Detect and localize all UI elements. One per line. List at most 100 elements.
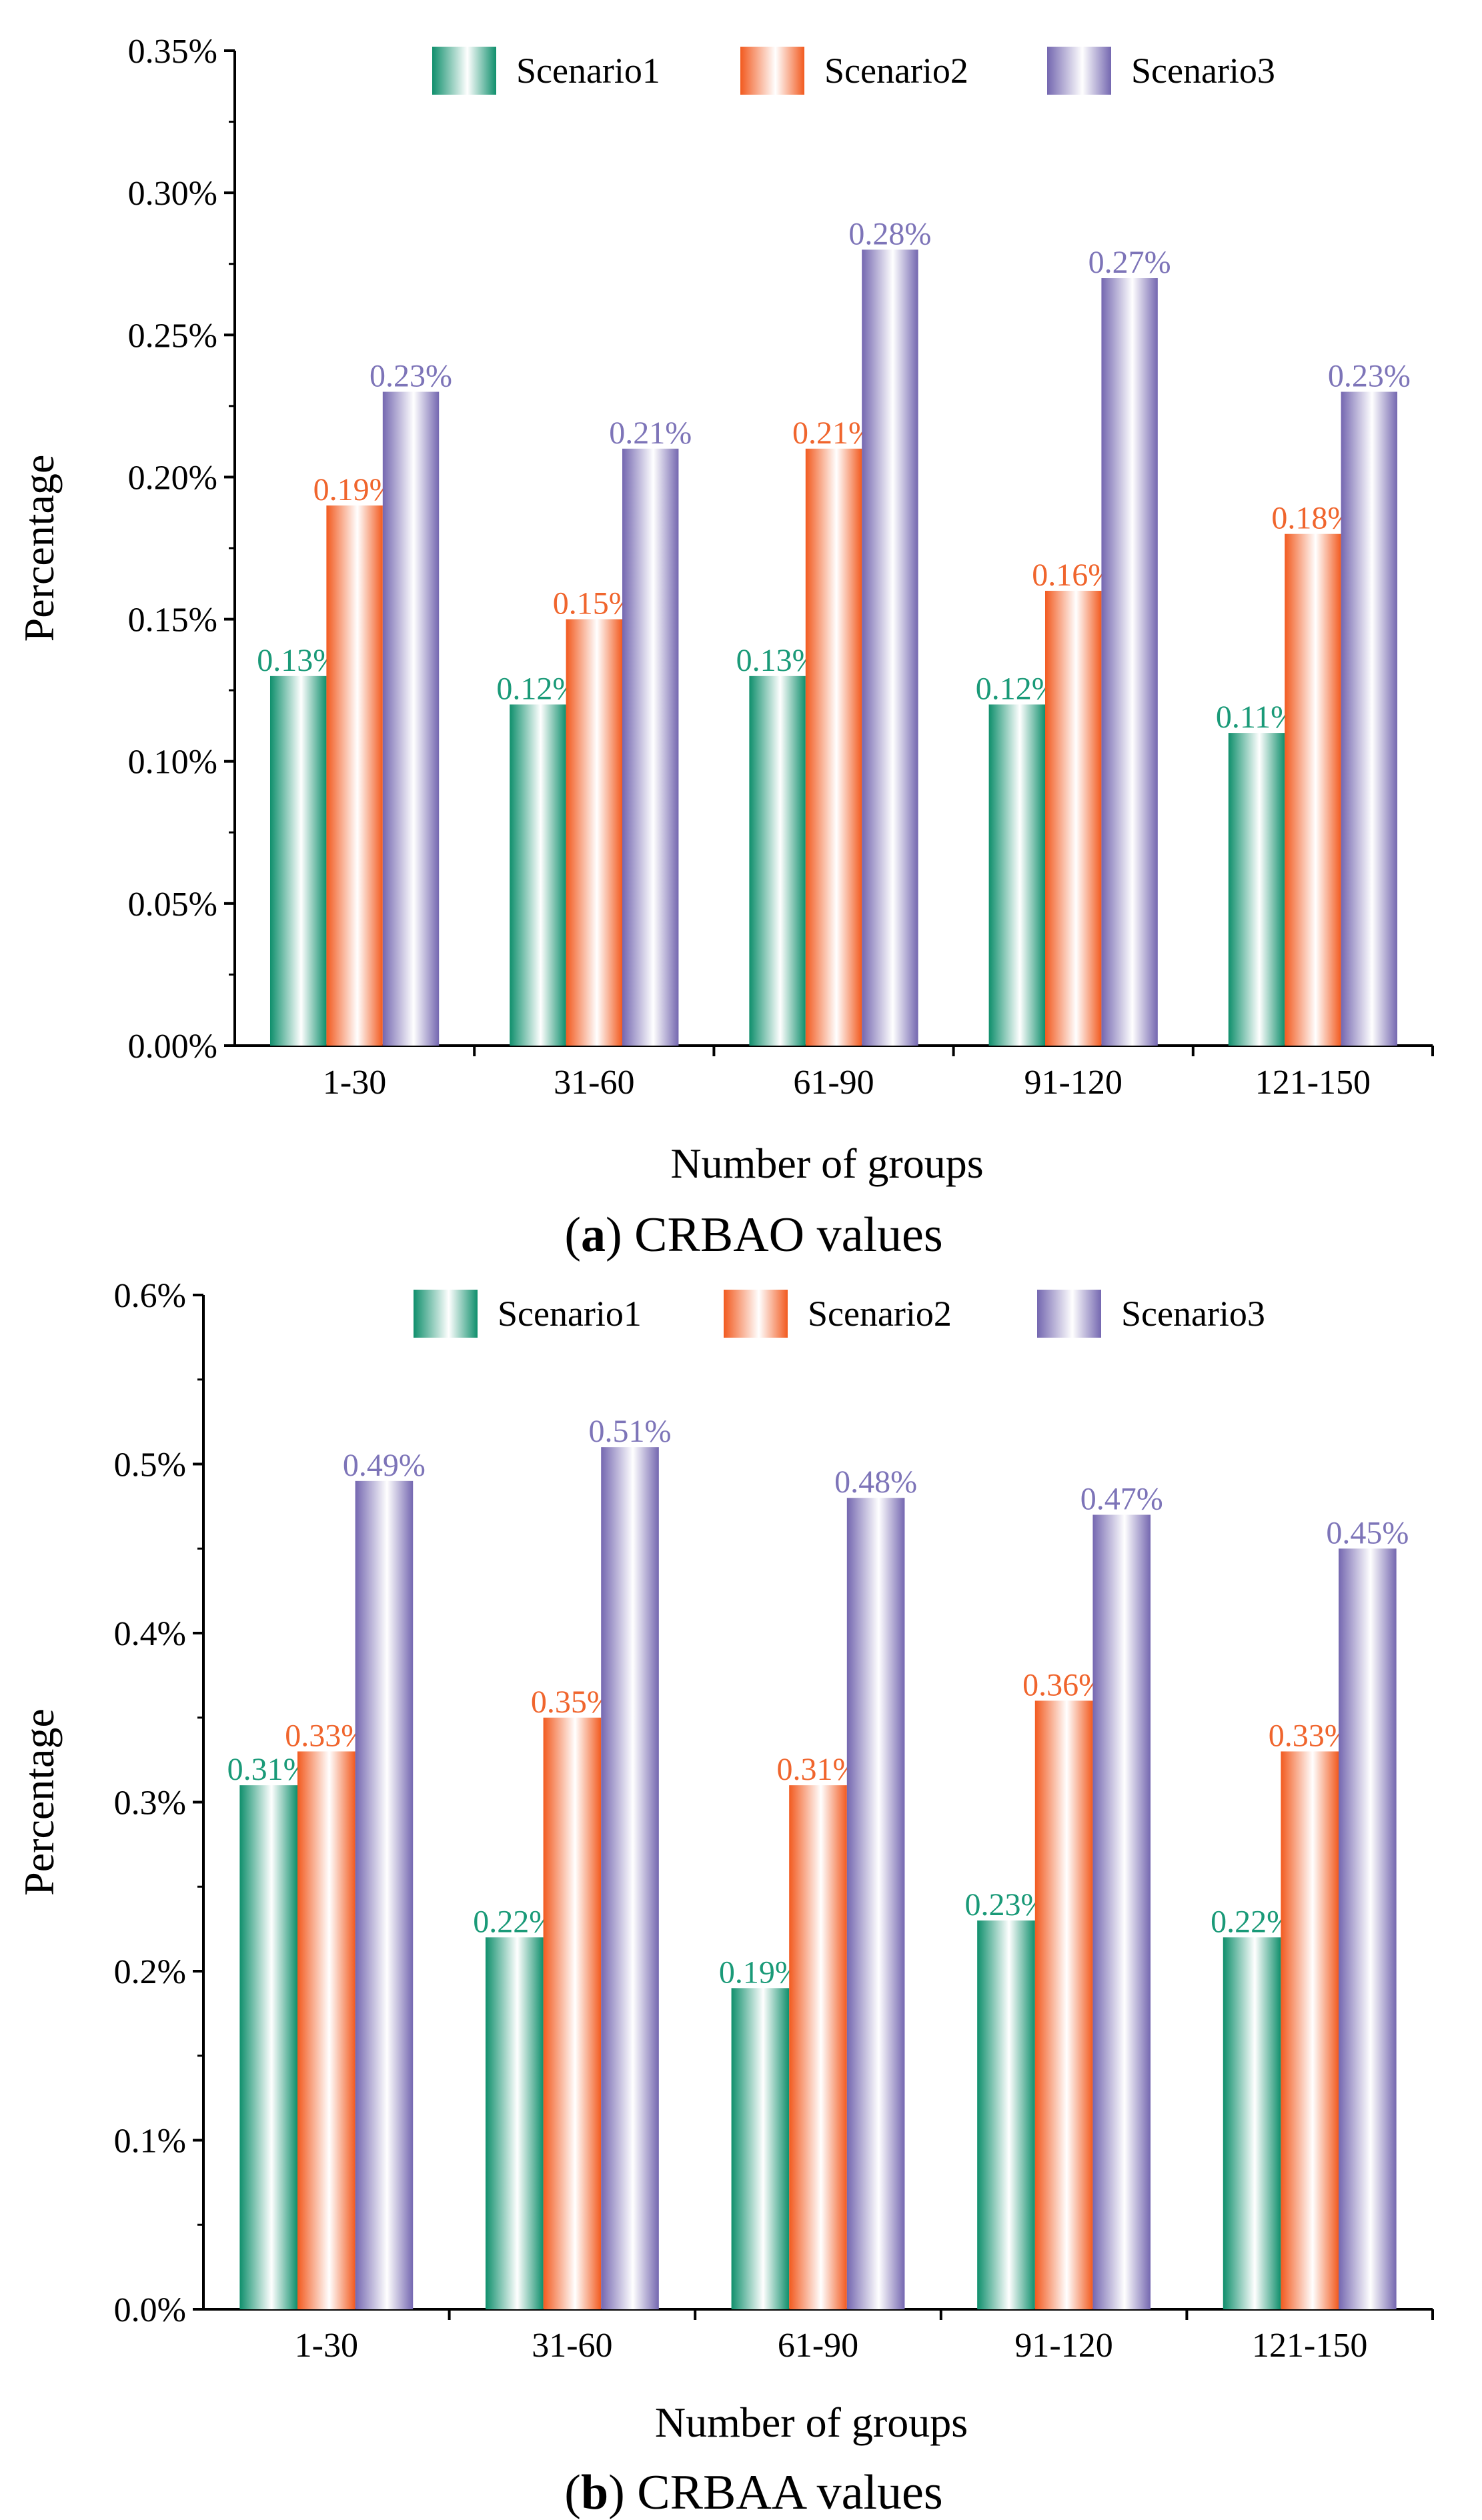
data-label: 0.19%: [719, 1955, 802, 1990]
data-label: 0.33%: [285, 1718, 367, 1753]
bar-scenario1-91-120: [988, 704, 1045, 1046]
y-tick-label: 0.20%: [128, 459, 217, 497]
bar-scenario2-31-60: [566, 619, 623, 1046]
bar-scenario1-121-150: [1228, 733, 1285, 1046]
x-tick-label: 91-120: [1024, 1064, 1123, 1102]
bar-scenario3-1-30: [382, 391, 440, 1046]
bar-scenario3-61-90: [862, 249, 918, 1046]
bar-scenario3-61-90: [846, 1498, 905, 2309]
data-label: 0.36%: [1022, 1667, 1105, 1702]
legend-label: Scenario2: [824, 51, 968, 91]
data-label: 0.48%: [834, 1464, 917, 1500]
x-tick-label: 91-120: [1014, 2327, 1113, 2365]
x-tick-label: 121-150: [1252, 2327, 1367, 2365]
legend-swatch-scenario2: [724, 1290, 788, 1338]
data-label: 0.22%: [473, 1904, 556, 1939]
bar-scenario2-61-90: [789, 1785, 847, 2309]
bar-scenario1-91-120: [977, 1920, 1035, 2309]
bar-scenario1-1-30: [269, 676, 327, 1046]
chart-panel-a: 0.00% 0.05% 0.10% 0.15% 0.20% 0.25% 0.30% 0.35%…: [15, 33, 1434, 1262]
data-label: 0.18%: [1271, 501, 1354, 536]
data-label: 0.35%: [531, 1684, 614, 1720]
bar-scenario1-1-30: [239, 1785, 297, 2309]
x-tick-label: 1-30: [323, 1064, 386, 1102]
data-label: 0.51%: [589, 1414, 672, 1449]
bar-scenario2-121-150: [1285, 533, 1341, 1046]
data-label: 0.16%: [1032, 557, 1115, 593]
y-tick-label: 0.25%: [128, 317, 217, 355]
x-tick-label: 31-60: [532, 2327, 612, 2365]
legend-swatch-scenario1: [432, 47, 496, 95]
data-label: 0.23%: [964, 1887, 1047, 1923]
y-tick-label: 0.4%: [114, 1615, 186, 1653]
bar-scenario1-61-90: [749, 676, 806, 1046]
caption-letter: a: [581, 1208, 606, 1262]
legend-swatch-scenario3: [1047, 47, 1111, 95]
caption-text: CRBAO values: [634, 1208, 943, 1262]
data-label: 0.47%: [1080, 1482, 1163, 1517]
data-label: 0.31%: [227, 1752, 310, 1787]
y-tick-label: 0.5%: [114, 1446, 186, 1484]
y-tick-label: 0.00%: [128, 1028, 217, 1066]
caption-letter: b: [581, 2465, 608, 2520]
data-label: 0.45%: [1326, 1515, 1409, 1550]
bar-scenario1-31-60: [510, 704, 566, 1046]
y-tick-label: 0.2%: [114, 1953, 186, 1991]
data-label: 0.13%: [736, 643, 819, 678]
bar-scenario2-91-120: [1034, 1700, 1093, 2309]
bar-scenario3-31-60: [601, 1447, 659, 2309]
data-label: 0.19%: [313, 472, 396, 507]
chart-panel-b: 0.0%0.1%0.2%0.3%0.4%0.5%0.6%1-300.31%0.3…: [15, 1277, 1434, 2520]
bar-scenario1-61-90: [731, 1988, 790, 2309]
data-label: 0.13%: [257, 643, 339, 678]
data-label: 0.23%: [369, 359, 452, 394]
x-tick-label: 61-90: [778, 2327, 858, 2365]
data-label: 0.23%: [1328, 359, 1411, 394]
y-tick-label: 0.10%: [128, 744, 217, 782]
data-label: 0.15%: [553, 586, 636, 621]
data-label: 0.28%: [848, 216, 931, 251]
bar-scenario2-121-150: [1281, 1751, 1339, 2309]
data-label: 0.49%: [343, 1448, 426, 1483]
y-tick-label: 0.6%: [114, 1277, 186, 1315]
data-label: 0.27%: [1088, 245, 1171, 280]
y-tick-label: 0.35%: [128, 33, 217, 71]
bar-scenario2-31-60: [543, 1717, 602, 2309]
data-label: 0.21%: [609, 415, 692, 451]
x-axis-title: Number of groups: [670, 1140, 983, 1187]
y-tick-label: 0.15%: [128, 601, 217, 640]
x-axis-title: Number of groups: [655, 2399, 968, 2446]
y-tick-label: 0.1%: [114, 2123, 186, 2161]
legend-swatch-scenario2: [740, 47, 804, 95]
bar-scenario3-121-150: [1341, 391, 1398, 1046]
data-label: 0.22%: [1211, 1904, 1293, 1939]
legend-label: Scenario1: [516, 51, 660, 91]
panel-caption: (b) CRBAA values: [564, 2465, 942, 2520]
y-tick-label: 0.0%: [114, 2291, 186, 2329]
bar-scenario3-1-30: [355, 1480, 414, 2309]
x-tick-label: 61-90: [793, 1064, 874, 1102]
y-tick-label: 0.05%: [128, 886, 217, 924]
y-axis-title: Percentage: [15, 455, 63, 642]
data-label: 0.21%: [792, 415, 875, 451]
bar-scenario2-1-30: [326, 505, 383, 1046]
data-label: 0.31%: [777, 1752, 860, 1787]
bar-scenario2-61-90: [805, 448, 862, 1046]
x-tick-label: 121-150: [1255, 1064, 1371, 1102]
bar-scenario2-1-30: [297, 1751, 355, 2309]
legend-label: Scenario2: [808, 1294, 952, 1334]
y-tick-label: 0.3%: [114, 1784, 186, 1822]
legend-swatch-scenario3: [1037, 1290, 1101, 1338]
legend-label: Scenario3: [1121, 1294, 1265, 1334]
bar-scenario3-31-60: [622, 448, 679, 1046]
bar-scenario2-91-120: [1044, 590, 1102, 1046]
data-label: 0.12%: [496, 671, 579, 706]
caption-text: CRBAA values: [637, 2465, 942, 2520]
legend-label: Scenario3: [1131, 51, 1275, 91]
y-axis-title: Percentage: [15, 1708, 63, 1896]
data-label: 0.12%: [976, 671, 1058, 706]
bar-scenario3-91-120: [1092, 1514, 1151, 2309]
bar-scenario1-121-150: [1223, 1937, 1281, 2309]
data-label: 0.11%: [1216, 700, 1297, 735]
